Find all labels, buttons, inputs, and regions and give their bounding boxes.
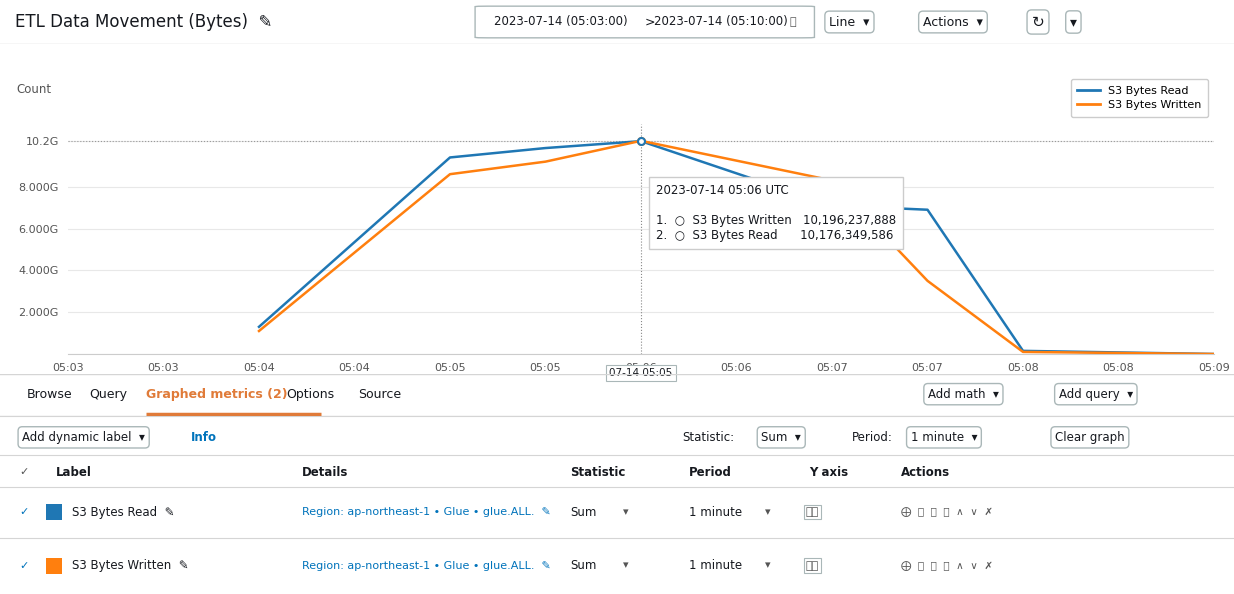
Bar (46, 504, 62, 520)
Text: ETL Data Movement (Bytes)  ✎: ETL Data Movement (Bytes) ✎ (15, 13, 273, 31)
Text: 2023-07-14 (05:03:00): 2023-07-14 (05:03:00) (494, 15, 627, 29)
Text: ✓: ✓ (20, 507, 30, 517)
Text: Period:: Period: (851, 431, 892, 444)
Text: 1 minute: 1 minute (689, 505, 742, 519)
Text: ▾: ▾ (765, 507, 771, 517)
Text: S3 Bytes Written  ✎: S3 Bytes Written ✎ (72, 559, 189, 572)
Text: Add dynamic label  ▾: Add dynamic label ▾ (22, 431, 146, 444)
Text: Details: Details (302, 466, 349, 479)
Text: Clear graph: Clear graph (1055, 431, 1124, 444)
Text: ▾: ▾ (765, 561, 771, 570)
Text: Count: Count (16, 83, 52, 96)
Text: ▾: ▾ (1070, 15, 1077, 29)
Text: 1 minute  ▾: 1 minute ▾ (911, 431, 977, 444)
Text: 1 minute: 1 minute (689, 559, 742, 572)
Text: Sum  ▾: Sum ▾ (761, 431, 801, 444)
Legend: S3 Bytes Read, S3 Bytes Written: S3 Bytes Read, S3 Bytes Written (1071, 79, 1208, 117)
Text: Y axis: Y axis (810, 466, 849, 479)
Text: Options: Options (286, 388, 334, 401)
Text: Label: Label (56, 466, 91, 479)
Text: Add math  ▾: Add math ▾ (928, 388, 998, 401)
Bar (46, 558, 62, 574)
Text: 2023-07-14 05:06 UTC

1.  ○  S3 Bytes Written   10,196,237,888
2.  ○  S3 Bytes R: 2023-07-14 05:06 UTC 1. ○ S3 Bytes Writt… (656, 184, 896, 242)
Text: Statistic:: Statistic: (682, 431, 734, 444)
Text: 〈〉: 〈〉 (806, 507, 819, 517)
Text: Browse: Browse (27, 388, 73, 401)
Text: Region: ap-northeast-1 • Glue • glue.ALL.  ✎: Region: ap-northeast-1 • Glue • glue.ALL… (302, 561, 552, 570)
Text: Actions: Actions (901, 466, 950, 479)
Text: ↻: ↻ (1032, 14, 1044, 30)
Text: >: > (644, 15, 655, 29)
FancyBboxPatch shape (475, 6, 814, 38)
Text: ⨁  🔍  🔔  ⎘  ∧  ∨  ✗: ⨁ 🔍 🔔 ⎘ ∧ ∨ ✗ (901, 507, 993, 517)
Text: Region: ap-northeast-1 • Glue • glue.ALL.  ✎: Region: ap-northeast-1 • Glue • glue.ALL… (302, 507, 552, 517)
Text: ▾: ▾ (623, 507, 629, 517)
Text: ✓: ✓ (20, 467, 30, 477)
Text: 07-14 05:05: 07-14 05:05 (610, 368, 673, 378)
Text: Line  ▾: Line ▾ (829, 15, 870, 29)
Text: ✓: ✓ (20, 561, 30, 570)
Text: Info: Info (191, 431, 217, 444)
Text: ⨁  🔍  🔔  ⎘  ∧  ∨  ✗: ⨁ 🔍 🔔 ⎘ ∧ ∨ ✗ (901, 561, 993, 570)
Text: ▾: ▾ (623, 561, 629, 570)
Text: Sum: Sum (570, 505, 596, 519)
Text: Query: Query (89, 388, 127, 401)
Text: 2023-07-14 (05:10:00): 2023-07-14 (05:10:00) (654, 15, 787, 29)
Text: S3 Bytes Read  ✎: S3 Bytes Read ✎ (72, 505, 174, 519)
Text: Sum: Sum (570, 559, 596, 572)
Text: Source: Source (358, 388, 401, 401)
Text: 📅: 📅 (790, 17, 796, 27)
Text: 〈〉: 〈〉 (806, 561, 819, 570)
Text: Graphed metrics (2): Graphed metrics (2) (146, 388, 288, 401)
Text: Add query  ▾: Add query ▾ (1059, 388, 1133, 401)
Text: Statistic: Statistic (570, 466, 626, 479)
Text: Period: Period (689, 466, 732, 479)
Text: Actions  ▾: Actions ▾ (923, 15, 983, 29)
